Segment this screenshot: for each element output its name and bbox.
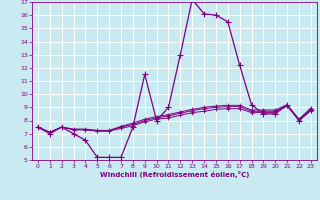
X-axis label: Windchill (Refroidissement éolien,°C): Windchill (Refroidissement éolien,°C) xyxy=(100,171,249,178)
